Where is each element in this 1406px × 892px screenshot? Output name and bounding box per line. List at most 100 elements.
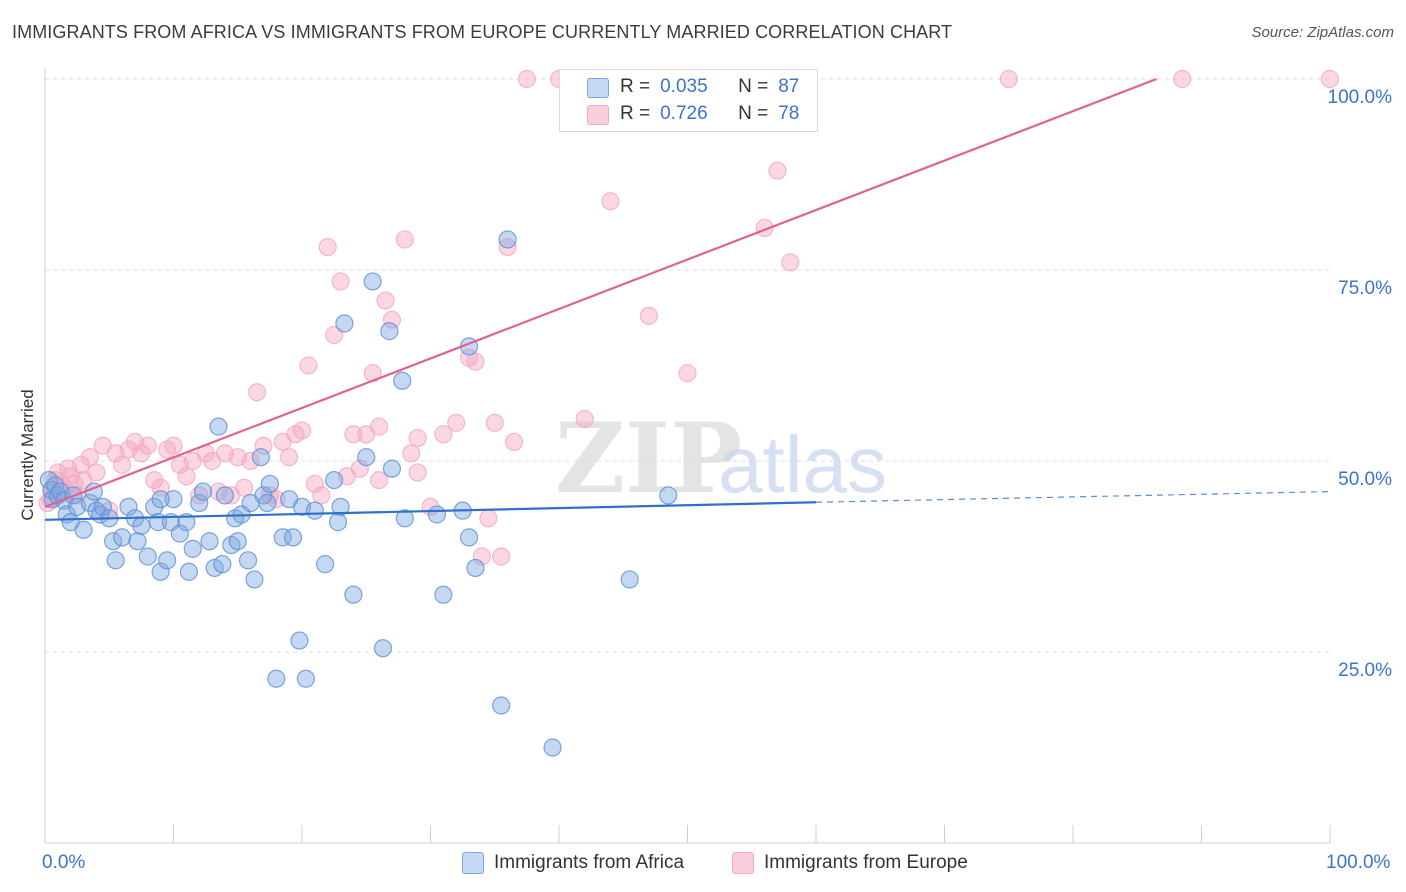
africa-point	[128, 532, 147, 551]
africa-point	[331, 497, 350, 516]
series-swatch-europe	[732, 852, 754, 874]
europe-point	[235, 478, 254, 497]
africa-point	[273, 528, 292, 547]
europe-point	[504, 432, 524, 451]
europe-point	[132, 444, 151, 463]
legend-label-europe: Immigrants from Europe	[764, 852, 968, 873]
africa-point	[170, 524, 190, 543]
series-legend: Immigrants from Africa Immigrants from E…	[0, 852, 1406, 876]
europe-point	[145, 471, 164, 490]
africa-point	[459, 528, 479, 547]
africa-point	[245, 570, 264, 589]
europe-points	[38, 69, 1340, 566]
africa-point	[119, 497, 138, 516]
legend-row-europe: R = 0.726 N = 78	[620, 102, 799, 126]
europe-point	[639, 306, 659, 325]
africa-point	[179, 562, 199, 581]
series-swatch-africa	[462, 852, 484, 874]
watermark-atlas: atlas	[718, 420, 887, 509]
x-tick-max: 100.0%	[1326, 852, 1391, 873]
europe-point	[492, 547, 511, 566]
africa-point	[328, 513, 348, 532]
legend-item-africa[interactable]: Immigrants from Africa	[462, 852, 684, 874]
legend-europe-r-label: R =	[620, 103, 651, 124]
y-tick-25: 25.0%	[1338, 660, 1392, 681]
europe-point	[292, 421, 312, 440]
africa-point	[357, 448, 376, 467]
legend-swatch-africa	[587, 78, 609, 98]
europe-point	[312, 486, 331, 505]
europe-point	[305, 474, 324, 494]
europe-point	[768, 161, 787, 180]
x-tick-min: 0.0%	[42, 852, 86, 873]
africa-point	[395, 509, 414, 528]
legend-item-europe[interactable]: Immigrants from Europe	[732, 852, 968, 874]
africa-point	[151, 562, 170, 581]
europe-point	[299, 356, 318, 375]
europe-point	[472, 547, 491, 566]
y-tick-50: 50.0%	[1338, 469, 1392, 490]
africa-point	[112, 528, 132, 547]
chart-title: IMMIGRANTS FROM AFRICA VS IMMIGRANTS FRO…	[12, 22, 953, 42]
africa-trend-line	[44, 501, 817, 521]
europe-point	[331, 272, 350, 291]
europe-point	[247, 383, 267, 402]
africa-point	[215, 486, 234, 505]
africa-point	[251, 448, 270, 467]
europe-point	[87, 463, 106, 482]
africa-point	[620, 570, 639, 589]
africa-point	[393, 371, 412, 390]
africa-point	[543, 738, 562, 757]
legend-africa-r-value: 0.035	[660, 76, 708, 97]
europe-point	[1173, 69, 1192, 89]
legend-europe-r-value: 0.726	[660, 103, 708, 124]
africa-point	[177, 513, 196, 532]
source-note: Source: ZipAtlas.com	[1251, 24, 1394, 41]
africa-point	[238, 551, 258, 570]
africa-point	[157, 551, 177, 570]
europe-point	[395, 230, 414, 249]
europe-point	[575, 409, 594, 429]
africa-point	[258, 493, 277, 513]
africa-point	[132, 516, 151, 536]
europe-trend-line	[44, 77, 1157, 508]
africa-point	[93, 497, 112, 516]
europe-point	[999, 69, 1018, 89]
europe-point	[485, 413, 504, 432]
y-tick-100: 100.0%	[1327, 87, 1392, 108]
africa-point	[296, 669, 315, 688]
africa-point	[434, 585, 453, 604]
africa-point	[283, 528, 303, 547]
legend-africa-n-label: N =	[738, 76, 769, 97]
africa-trend-extension	[815, 490, 1331, 503]
europe-point	[1320, 69, 1340, 89]
europe-point	[241, 451, 260, 471]
europe-point	[164, 436, 183, 455]
africa-point	[380, 322, 399, 341]
europe-point	[177, 467, 196, 486]
legend-europe-n-value: 78	[778, 103, 800, 124]
europe-point	[447, 413, 466, 432]
europe-point	[434, 425, 453, 444]
europe-point	[318, 237, 337, 257]
africa-point	[325, 471, 344, 490]
legend-africa-n-value: 87	[778, 76, 800, 97]
europe-point	[408, 428, 427, 448]
africa-point	[200, 532, 219, 551]
africa-point	[213, 555, 232, 574]
europe-point	[254, 436, 273, 455]
legend-row-africa: R = 0.035 N = 87	[620, 75, 799, 99]
europe-point	[517, 69, 536, 89]
africa-point	[138, 547, 157, 566]
y-tick-75: 75.0%	[1338, 278, 1392, 299]
africa-point	[659, 486, 678, 505]
africa-point	[193, 482, 213, 501]
axes	[44, 68, 1331, 844]
europe-point	[781, 253, 800, 272]
legend-africa-r-label: R =	[620, 76, 651, 97]
europe-point	[382, 310, 402, 329]
watermark: ZIP atlas	[555, 402, 887, 515]
africa-point	[145, 497, 164, 516]
europe-point	[601, 192, 620, 211]
europe-point	[80, 448, 100, 467]
